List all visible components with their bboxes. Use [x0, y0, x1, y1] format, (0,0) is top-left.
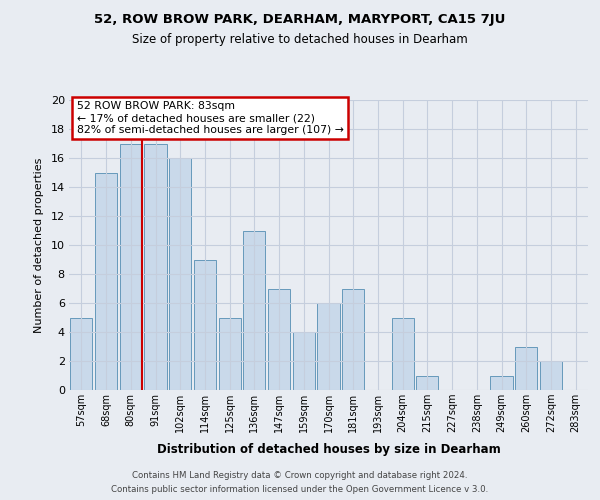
Bar: [540, 361, 562, 390]
Bar: [169, 158, 191, 390]
Bar: [293, 332, 315, 390]
Bar: [317, 303, 340, 390]
Y-axis label: Number of detached properties: Number of detached properties: [34, 158, 44, 332]
Bar: [342, 288, 364, 390]
Text: Size of property relative to detached houses in Dearham: Size of property relative to detached ho…: [132, 32, 468, 46]
Bar: [194, 260, 216, 390]
Bar: [145, 144, 167, 390]
Text: 52, ROW BROW PARK, DEARHAM, MARYPORT, CA15 7JU: 52, ROW BROW PARK, DEARHAM, MARYPORT, CA…: [94, 12, 506, 26]
X-axis label: Distribution of detached houses by size in Dearham: Distribution of detached houses by size …: [157, 444, 500, 456]
Text: Contains public sector information licensed under the Open Government Licence v : Contains public sector information licen…: [112, 484, 488, 494]
Bar: [416, 376, 439, 390]
Bar: [119, 144, 142, 390]
Bar: [490, 376, 512, 390]
Bar: [218, 318, 241, 390]
Text: Contains HM Land Registry data © Crown copyright and database right 2024.: Contains HM Land Registry data © Crown c…: [132, 472, 468, 480]
Bar: [243, 230, 265, 390]
Bar: [515, 346, 538, 390]
Text: 52 ROW BROW PARK: 83sqm
← 17% of detached houses are smaller (22)
82% of semi-de: 52 ROW BROW PARK: 83sqm ← 17% of detache…: [77, 102, 344, 134]
Bar: [70, 318, 92, 390]
Bar: [268, 288, 290, 390]
Bar: [95, 172, 117, 390]
Bar: [392, 318, 414, 390]
